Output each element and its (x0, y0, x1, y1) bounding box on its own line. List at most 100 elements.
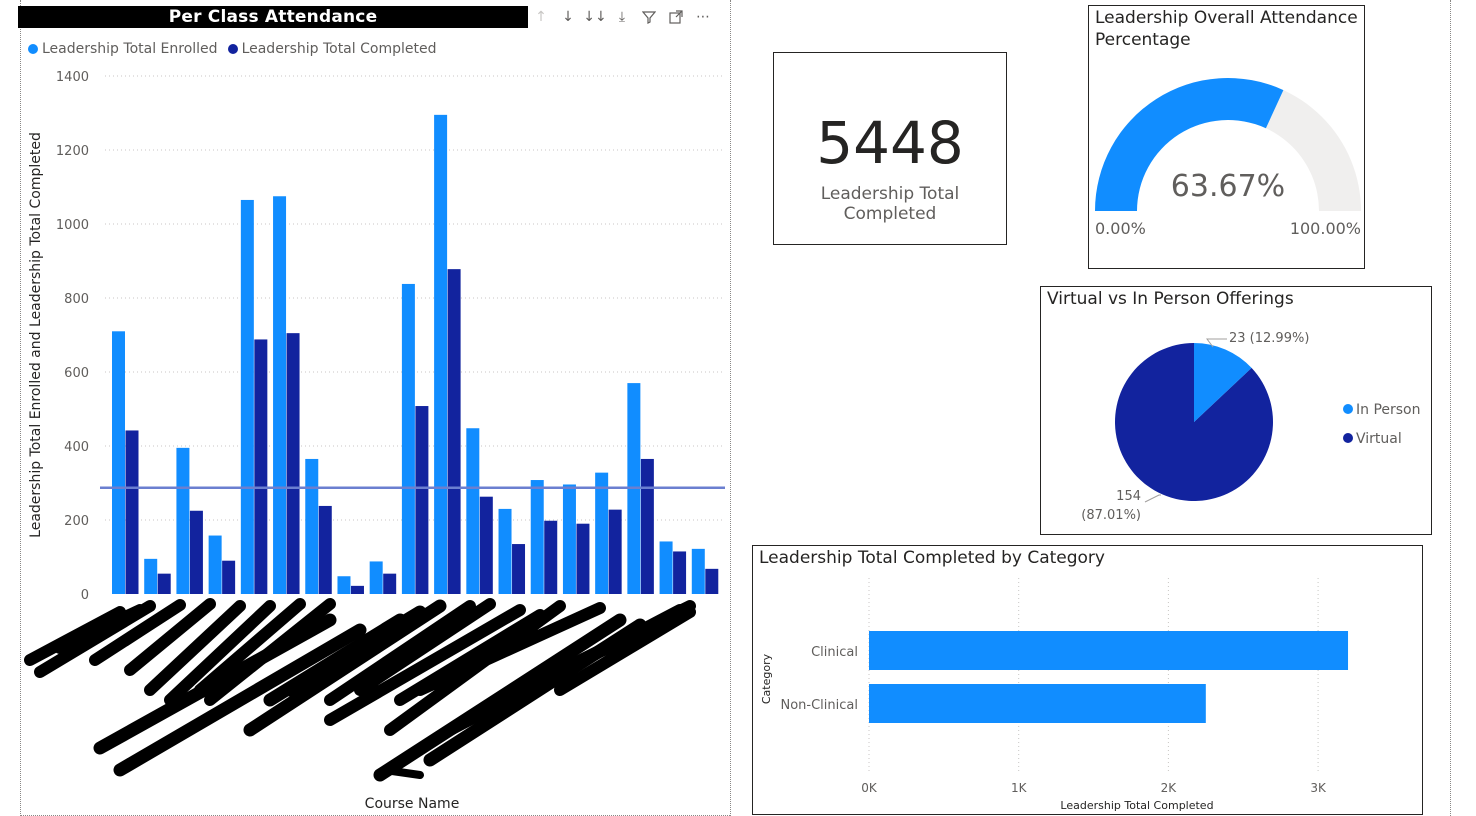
bar-completed[interactable] (350, 585, 364, 594)
bar-chart-y-axis-label: Leadership Total Enrolled and Leadership… (28, 132, 44, 538)
bar-enrolled[interactable] (498, 508, 512, 594)
bar-completed[interactable] (673, 551, 687, 594)
hbar-clinical[interactable] (869, 631, 1349, 670)
bar-enrolled[interactable] (337, 576, 351, 594)
bar-enrolled[interactable] (208, 535, 222, 594)
bar-chart-legend: Leadership Total Enrolled Leadership Tot… (28, 41, 436, 57)
double-arrow-down-icon[interactable]: ↓↓ (583, 9, 607, 25)
bar-completed[interactable] (640, 458, 654, 594)
bar-enrolled[interactable] (659, 541, 673, 594)
hbar-x-tick-label: 1K (1011, 781, 1028, 795)
kpi-card[interactable]: 5448 Leadership Total Completed (773, 52, 1007, 245)
bar-completed[interactable] (608, 509, 622, 594)
gauge-card[interactable]: Leadership Overall Attendance Percentage… (1088, 5, 1365, 269)
pie-label-in-person: 23 (12.99%) (1229, 331, 1309, 346)
pie-slice-in-person[interactable] (1194, 343, 1252, 422)
redacted-course-names (24, 598, 696, 782)
pie-card[interactable]: Virtual vs In Person Offerings 23 (12.99… (1040, 286, 1432, 535)
bar-y-tick-label: 600 (64, 366, 89, 381)
bar-y-tick-label: 800 (64, 292, 89, 307)
bar-completed[interactable] (512, 544, 526, 594)
bar-completed[interactable] (125, 430, 139, 594)
bar-enrolled[interactable] (273, 196, 287, 594)
page-guide-right (1450, 0, 1451, 816)
category-bar-title: Leadership Total Completed by Category (759, 548, 1105, 568)
focus-mode-icon[interactable] (665, 6, 687, 28)
gauge-title: Leadership Overall Attendance Percentage (1095, 7, 1358, 51)
bar-enrolled[interactable] (176, 447, 190, 594)
legend-item-completed[interactable]: Leadership Total Completed (227, 41, 437, 57)
filter-icon[interactable] (638, 6, 660, 28)
gauge-value: 63.67% (1171, 169, 1285, 204)
category-bar-card[interactable]: Leadership Total Completed by Category 0… (752, 545, 1423, 815)
gauge-title-line2: Percentage (1095, 30, 1191, 50)
pie-legend-dot-in-person (1343, 404, 1353, 414)
pie-title: Virtual vs In Person Offerings (1047, 289, 1294, 309)
hbar-category-label: Non-Clinical (781, 698, 859, 713)
pie-label-virtual-value: 154 (1116, 489, 1141, 504)
page-guide-mid (730, 0, 731, 816)
page-guide-left (20, 0, 21, 816)
arrow-up-icon[interactable]: ↑ (535, 9, 547, 25)
bar-chart-x-axis-label: Course Name (365, 796, 460, 812)
bar-y-tick-label: 1000 (56, 218, 89, 233)
bar-completed[interactable] (222, 560, 236, 594)
bar-chart-title: Per Class Attendance (18, 6, 528, 28)
legend-item-enrolled[interactable]: Leadership Total Enrolled (28, 41, 218, 57)
bar-completed[interactable] (189, 510, 203, 594)
bar-enrolled[interactable] (240, 199, 254, 594)
bar-completed[interactable] (254, 339, 268, 594)
bar-completed[interactable] (318, 505, 332, 594)
arrow-down-icon[interactable]: ↓ (562, 9, 574, 25)
bar-completed[interactable] (479, 496, 493, 594)
pie-label-virtual-pct: (87.01%) (1081, 508, 1141, 523)
pie-legend-label-in-person[interactable]: In Person (1356, 402, 1421, 418)
legend-dot-completed (227, 44, 238, 54)
bar-completed[interactable] (157, 573, 171, 594)
hbar-non-clinical[interactable] (869, 684, 1206, 723)
legend-dot-enrolled (28, 44, 38, 54)
more-options-icon[interactable]: ⋯ (696, 9, 710, 25)
hbar-x-tick-label: 0K (861, 781, 878, 795)
legend-label-completed: Leadership Total Completed (241, 41, 437, 57)
bar-enrolled[interactable] (305, 458, 319, 594)
pie-legend-dot-virtual (1343, 433, 1353, 443)
pie-leader-virtual (1144, 494, 1161, 503)
kpi-value: 5448 (816, 109, 964, 177)
bar-enrolled[interactable] (144, 558, 158, 594)
hbar-category-label: Clinical (811, 645, 858, 660)
bar-completed[interactable] (544, 520, 558, 594)
bar-completed[interactable] (705, 568, 719, 594)
bar-y-tick-label: 1400 (56, 70, 89, 85)
gauge-min-label: 0.00% (1095, 219, 1146, 238)
legend-label-enrolled: Leadership Total Enrolled (42, 41, 218, 57)
bar-completed[interactable] (415, 406, 429, 594)
bar-enrolled[interactable] (112, 331, 125, 594)
bar-enrolled[interactable] (530, 480, 544, 594)
bar-completed[interactable] (576, 523, 590, 594)
pie-legend-label-virtual[interactable]: Virtual (1356, 431, 1402, 447)
bar-completed[interactable] (286, 333, 300, 594)
category-bar-x-axis-label: Leadership Total Completed (1060, 799, 1213, 812)
expand-hierarchy-icon[interactable]: ⤓ (618, 9, 626, 25)
bar-y-tick-label: 0 (81, 588, 89, 603)
bar-enrolled[interactable] (369, 561, 383, 594)
pie-leader-in-person (1206, 338, 1227, 348)
bar-enrolled[interactable] (562, 484, 576, 594)
bar-enrolled[interactable] (434, 114, 448, 594)
bar-enrolled[interactable] (691, 548, 705, 594)
gauge-fill (1095, 77, 1284, 211)
gauge-plot: 63.67% 0.00% 100.00% (1095, 77, 1361, 238)
hbar-x-tick-label: 3K (1310, 781, 1327, 795)
bar-enrolled[interactable] (401, 283, 415, 594)
gauge-max-label: 100.00% (1290, 219, 1361, 238)
bar-completed[interactable] (383, 573, 397, 594)
category-bar-plot[interactable]: 0K 1K 2K 3K Clinical Non-Clinical Leadership… (753, 546, 1424, 816)
bar-completed[interactable] (447, 269, 461, 594)
bar-y-tick-label: 400 (64, 440, 89, 455)
bar-enrolled[interactable] (595, 472, 609, 594)
bar-chart-plot[interactable]: 0 200 400 600 800 1000 1200 1400 Course Name Le… (0, 0, 730, 816)
kpi-label: Leadership Total Completed (820, 184, 960, 224)
bar-enrolled[interactable] (466, 428, 480, 594)
bar-y-tick-label: 1200 (56, 144, 89, 159)
